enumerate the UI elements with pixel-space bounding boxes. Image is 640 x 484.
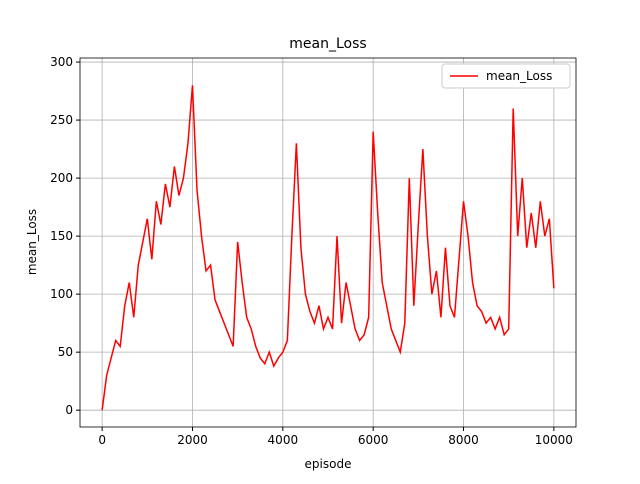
y-tick-label: 150 <box>50 229 73 243</box>
y-tick-label: 50 <box>58 345 73 359</box>
y-axis-label: mean_Loss <box>25 209 39 275</box>
y-tick-label: 200 <box>50 171 73 185</box>
data-line <box>101 85 555 411</box>
x-tick-label: 0 <box>98 433 106 447</box>
x-tick-label: 2000 <box>177 433 208 447</box>
x-axis-label: episode <box>305 457 352 471</box>
legend-box <box>441 63 571 89</box>
x-tick-label: 4000 <box>268 433 299 447</box>
y-tick-label: 300 <box>50 55 73 69</box>
y-tick-label: 250 <box>50 113 73 127</box>
x-tick-label: 8000 <box>448 433 479 447</box>
x-tick-label: 10000 <box>535 433 573 447</box>
chart-title: mean_Loss <box>289 36 366 52</box>
legend-label: mean_Loss <box>486 69 552 83</box>
y-tick-label: 0 <box>65 403 73 417</box>
y-tick-label: 100 <box>50 287 73 301</box>
plot-frame <box>79 57 577 428</box>
x-tick-label: 6000 <box>358 433 389 447</box>
